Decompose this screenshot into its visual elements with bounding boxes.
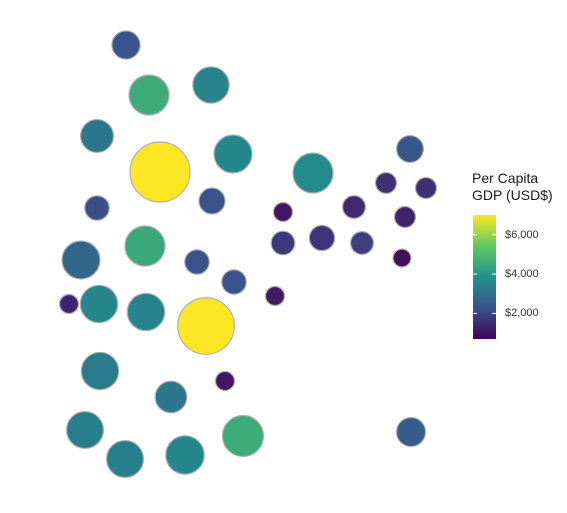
region-bubble xyxy=(128,74,170,116)
region-bubble xyxy=(61,240,101,280)
region-bubble xyxy=(374,171,398,195)
legend-tick-label-2000: $2,000 xyxy=(505,307,539,320)
region-bubble xyxy=(308,224,336,252)
legend-tick-label-6000: $6,000 xyxy=(505,228,539,241)
region-bubble xyxy=(198,187,226,215)
region-bubble xyxy=(349,230,375,256)
region-bubble xyxy=(264,285,286,307)
region-bubble xyxy=(214,370,236,392)
region-bubble xyxy=(80,351,120,391)
region-bubble xyxy=(341,194,367,220)
region-bubble xyxy=(221,414,265,458)
legend-title-line1: Per Capita xyxy=(472,170,539,186)
region-bubble xyxy=(84,195,110,221)
region-bubble xyxy=(105,439,145,479)
region-bubble xyxy=(111,30,141,60)
region-bubble xyxy=(184,249,210,275)
region-bubble xyxy=(154,380,188,414)
legend-title-line2: GDP (USD$) xyxy=(472,187,553,203)
region-bubble xyxy=(395,134,425,164)
region-bubble xyxy=(79,118,115,154)
region-bubble xyxy=(221,269,247,295)
region-bubble xyxy=(395,416,427,448)
region-bubble xyxy=(177,297,235,355)
region-bubble xyxy=(213,134,253,174)
region-bubble xyxy=(129,141,191,203)
region-bubble xyxy=(165,435,205,475)
legend-ticks xyxy=(473,234,496,314)
region-bubble xyxy=(192,66,230,104)
region-bubble xyxy=(58,293,80,315)
region-bubble xyxy=(292,152,334,194)
region-bubble xyxy=(270,230,296,256)
region-bubble xyxy=(414,176,438,200)
legend-title: Per Capita GDP (USD$) xyxy=(472,170,553,204)
region-bubble xyxy=(79,284,119,324)
region-bubble xyxy=(65,410,105,450)
bubble-layer xyxy=(58,30,438,479)
legend-colorbar xyxy=(473,215,496,339)
region-bubble xyxy=(272,201,294,223)
legend-tick-label-4000: $4,000 xyxy=(505,268,539,281)
region-bubble xyxy=(126,292,166,332)
region-bubble xyxy=(393,205,417,229)
region-bubble xyxy=(392,248,412,268)
region-bubble xyxy=(124,225,166,267)
